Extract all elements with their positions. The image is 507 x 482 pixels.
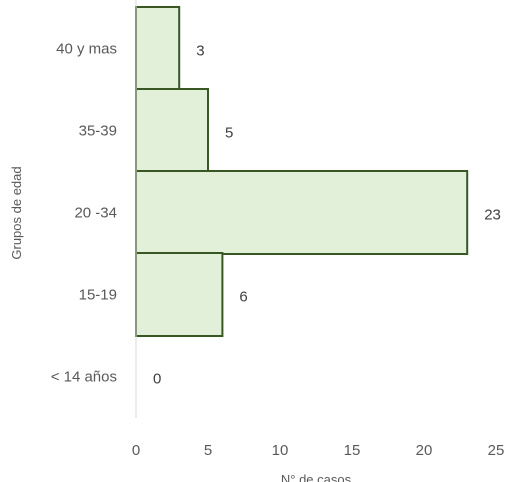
- bars-group: [135, 6, 469, 337]
- category-label-4: < 14 años: [51, 369, 117, 386]
- value-label-3: 6: [239, 289, 247, 306]
- bar-2: [135, 170, 469, 255]
- x-tick-label-1: 5: [204, 442, 212, 459]
- y-axis-title: Grupos de edad: [9, 166, 24, 259]
- x-tick-label-3: 15: [344, 442, 361, 459]
- x-tick-label-4: 20: [416, 442, 433, 459]
- x-tick-label-2: 10: [272, 442, 289, 459]
- x-tick-label-5: 25: [488, 442, 505, 459]
- category-label-1: 35-39: [79, 123, 117, 140]
- category-label-3: 15-19: [79, 287, 117, 304]
- value-label-2: 23: [484, 207, 501, 224]
- value-label-0: 3: [196, 43, 204, 60]
- category-labels-group: 40 y mas 35-39 20 -34 15-19 < 14 años: [51, 41, 117, 386]
- x-axis-title: N° de casos: [281, 472, 352, 482]
- bar-1: [135, 88, 209, 173]
- category-label-0: 40 y mas: [56, 41, 117, 58]
- x-tick-labels-group: 0 5 10 15 20 25: [132, 442, 505, 459]
- category-label-2: 20 -34: [74, 205, 117, 222]
- bar-3: [135, 252, 224, 337]
- value-label-4: 0: [153, 371, 161, 388]
- value-label-1: 5: [225, 125, 233, 142]
- bar-0: [135, 6, 181, 91]
- value-labels-group: 3 5 23 6 0: [153, 43, 501, 388]
- x-tick-label-0: 0: [132, 442, 140, 459]
